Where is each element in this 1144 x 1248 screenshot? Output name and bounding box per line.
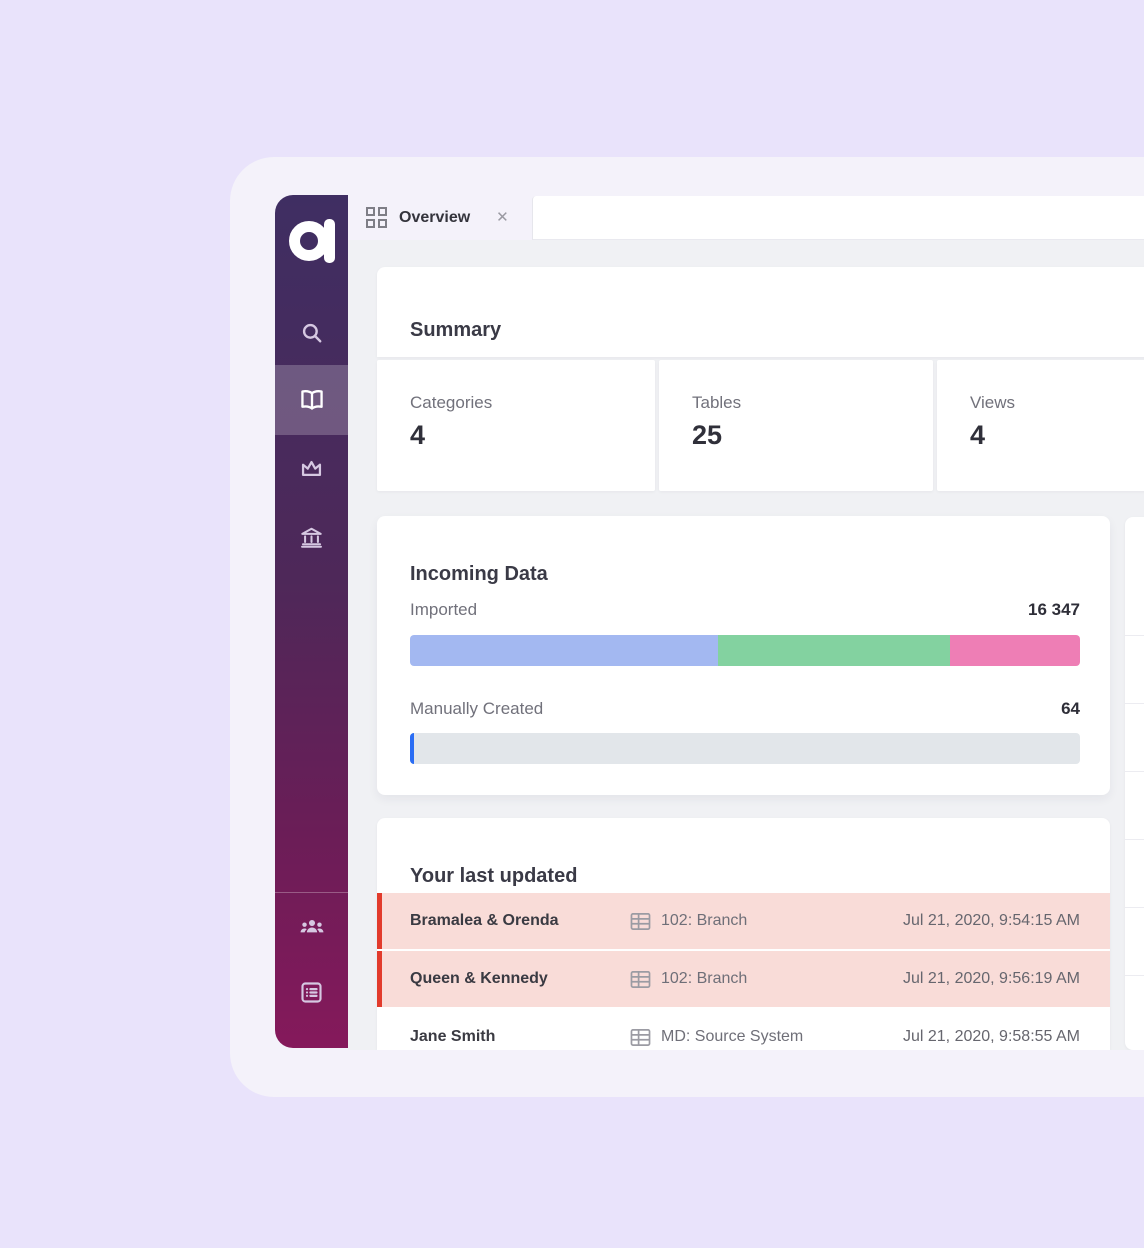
bar-label: Manually Created <box>410 699 544 718</box>
last-updated-card: Your last updated Bramalea & Orenda 102:… <box>377 818 1110 1050</box>
row-name: Queen & Kennedy <box>410 970 548 987</box>
stat-value: 25 <box>692 420 723 450</box>
summary-card: Summary <box>377 267 1144 357</box>
row-date: Jul 21, 2020, 9:56:19 AM <box>902 970 1080 987</box>
sidebar-item-search[interactable] <box>275 303 348 363</box>
stat-tile-views[interactable]: Views 4 <box>937 360 1144 491</box>
people-group-icon <box>298 913 326 941</box>
sidebar-item-lists[interactable] <box>275 962 348 1022</box>
search-icon <box>299 320 325 346</box>
tab-overview-label: Overview <box>399 208 471 226</box>
sidebar-item-favorites[interactable] <box>275 437 348 497</box>
stat-value: 4 <box>970 420 986 450</box>
stat-tile-categories[interactable]: Categories 4 <box>377 360 655 491</box>
clipped-icon <box>298 1048 325 1049</box>
tab-blank[interactable] <box>532 196 1144 240</box>
logo-ring <box>289 221 329 261</box>
summary-title: Summary <box>410 318 502 341</box>
table-icon <box>630 1028 651 1047</box>
status-accent-bar <box>377 951 382 1007</box>
bar-value: 16 347 <box>1028 600 1080 619</box>
status-accent-bar <box>377 893 382 949</box>
app-logo[interactable] <box>289 219 335 263</box>
bar-value: 64 <box>1061 699 1080 718</box>
last-updated-list: Bramalea & Orenda 102: Branch Jul 21, 20… <box>377 893 1110 1050</box>
incoming-data-title: Incoming Data <box>410 562 548 585</box>
row-date: Jul 21, 2020, 9:58:55 AM <box>902 1028 1080 1045</box>
row-object: 102: Branch <box>661 970 748 987</box>
stat-label: Views <box>970 393 1016 412</box>
bank-icon <box>298 524 325 551</box>
manually-created-bar <box>410 733 1080 764</box>
row-object: 102: Branch <box>661 912 748 929</box>
row-name: Jane Smith <box>410 1028 496 1045</box>
sidebar-item-clipped[interactable] <box>275 1031 348 1048</box>
sidebar-item-community[interactable] <box>275 897 348 957</box>
row-date: Jul 21, 2020, 9:54:15 AM <box>902 912 1080 929</box>
table-icon <box>630 970 651 989</box>
bar-segment <box>718 635 950 666</box>
sidebar-divider <box>275 892 348 893</box>
row-name: Bramalea & Orenda <box>410 912 559 929</box>
bar-row-header: Imported 16 347 <box>410 600 1080 620</box>
stat-label: Categories <box>410 393 493 412</box>
bar-segment <box>950 635 1080 666</box>
right-partial-card <box>1125 517 1144 1050</box>
stat-label: Tables <box>692 393 742 412</box>
bar-segment <box>410 733 415 764</box>
bar-row-header: Manually Created 64 <box>410 699 1080 719</box>
content-area: Summary Categories 4 Tables 25 Views 4 I… <box>348 240 1144 1050</box>
stat-value: 4 <box>410 420 426 450</box>
sidebar-item-catalog[interactable] <box>275 365 348 435</box>
crown-icon <box>298 454 325 481</box>
bar-segment <box>410 635 719 666</box>
last-updated-row[interactable]: Bramalea & Orenda 102: Branch Jul 21, 20… <box>377 893 1110 949</box>
bar-label: Imported <box>410 600 478 619</box>
last-updated-title: Your last updated <box>410 864 578 887</box>
stat-tile-tables[interactable]: Tables 25 <box>659 360 933 491</box>
tab-close-icon[interactable]: ✕ <box>496 209 509 226</box>
imported-stacked-bar <box>410 635 1080 666</box>
book-icon <box>298 386 326 414</box>
sidebar-item-sources[interactable] <box>275 507 348 567</box>
last-updated-row[interactable]: Jane Smith MD: Source System Jul 21, 202… <box>377 1009 1110 1050</box>
logo-stem <box>324 219 335 263</box>
list-icon <box>298 979 325 1006</box>
app-window: Overview ✕ Summary Categories 4 Tables 2… <box>230 157 1144 1097</box>
incoming-data-card: Incoming Data Imported 16 347 Manually C… <box>377 516 1110 795</box>
tab-overview[interactable]: Overview ✕ <box>348 196 527 239</box>
row-object: MD: Source System <box>661 1028 804 1045</box>
table-icon <box>630 912 651 931</box>
last-updated-row[interactable]: Queen & Kennedy 102: Branch Jul 21, 2020… <box>377 951 1110 1007</box>
sidebar <box>275 195 348 1048</box>
dashboard-grid-icon <box>366 207 387 228</box>
